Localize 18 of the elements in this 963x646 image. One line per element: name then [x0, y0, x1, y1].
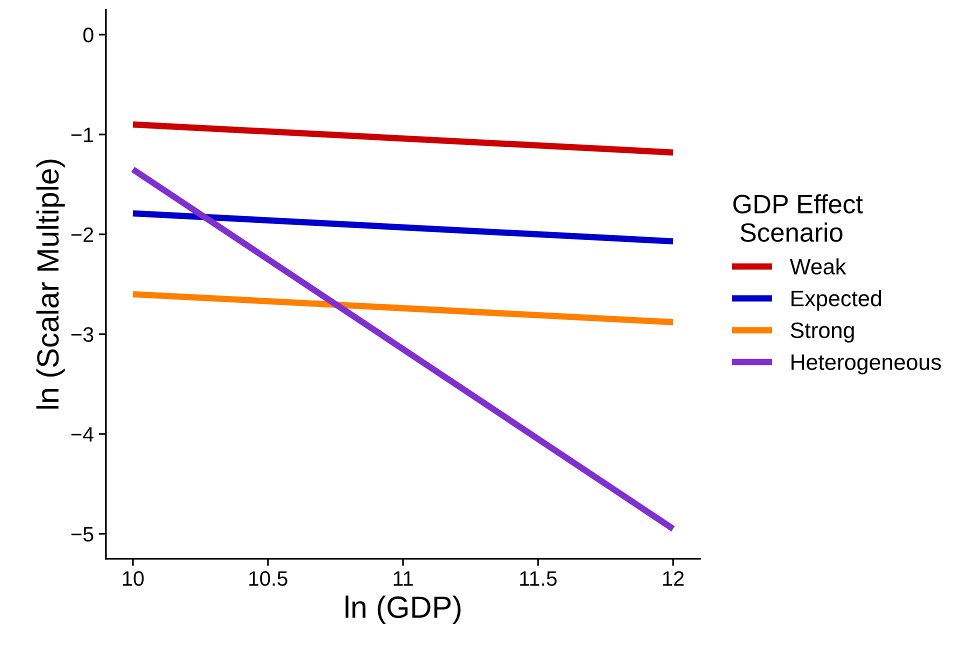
x-tick-label: 11 — [394, 571, 413, 586]
legend-title: GDP Effect Scenario — [733, 194, 863, 242]
legend-label: Strong — [790, 322, 854, 343]
legend-label: Heterogeneous — [792, 354, 941, 374]
x-tick-label: 10 — [122, 571, 144, 586]
y-axis-title: ln (Scalar Multiple) — [36, 160, 65, 409]
y-tick-label: −4 — [71, 427, 94, 442]
legend-label: Weak — [790, 258, 846, 275]
x-axis-title: ln (GDP) — [346, 596, 461, 624]
x-tick-label: 10.5 — [249, 571, 288, 586]
y-tick-label: −5 — [71, 527, 94, 542]
y-tick-label: −2 — [71, 227, 94, 242]
y-tick-label: 0 — [83, 28, 94, 42]
x-tick-label: 11.5 — [520, 571, 557, 586]
y-tick-label: −1 — [71, 128, 94, 142]
x-tick-label: 12 — [663, 571, 684, 586]
legend-label: Expected — [792, 290, 881, 311]
y-tick-label: −3 — [71, 327, 94, 342]
